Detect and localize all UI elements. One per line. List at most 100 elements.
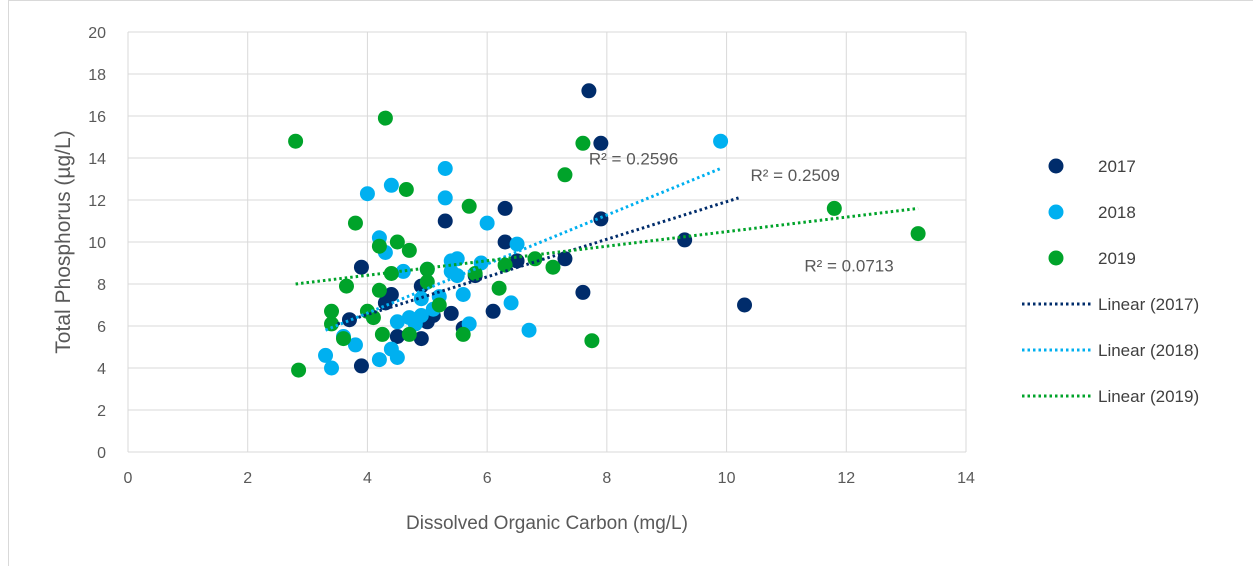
y-tick-label: 4 (97, 361, 106, 378)
data-point-2018 (383, 177, 399, 193)
x-tick-label: 12 (837, 470, 855, 487)
data-point-2017 (575, 284, 591, 300)
data-point-2017 (497, 200, 513, 216)
data-point-2018 (437, 190, 453, 206)
data-point-2019 (324, 303, 340, 319)
data-point-2019 (338, 278, 354, 294)
data-point-2017 (557, 251, 573, 267)
legend-marker (1048, 204, 1064, 220)
data-point-2019 (377, 110, 393, 126)
data-point-2017 (353, 259, 369, 275)
data-point-2019 (431, 297, 447, 313)
data-point-2019 (335, 331, 351, 347)
data-point-2019 (527, 251, 543, 267)
data-point-2018 (324, 360, 340, 376)
data-point-2018 (479, 215, 495, 231)
y-tick-label: 16 (88, 109, 106, 126)
legend-label: 2017 (1098, 157, 1136, 176)
data-point-2019 (461, 198, 477, 214)
r-squared-label: R² = 0.0713 (804, 256, 893, 275)
data-point-2018 (449, 251, 465, 267)
data-point-2019 (389, 234, 405, 250)
data-point-2019 (545, 259, 561, 275)
r-squared-label: R² = 0.2509 (751, 166, 840, 185)
x-tick-label: 10 (718, 470, 736, 487)
y-tick-label: 6 (97, 319, 106, 336)
x-tick-label: 14 (957, 470, 975, 487)
data-point-2019 (467, 266, 483, 281)
data-point-2019 (291, 362, 307, 378)
data-point-2017 (593, 135, 609, 151)
data-point-2018 (455, 287, 471, 302)
data-point-2018 (437, 161, 453, 176)
y-tick-label: 18 (88, 67, 106, 84)
r-squared-label: R² = 0.2596 (589, 149, 678, 168)
data-point-2019 (419, 274, 435, 290)
x-tick-label: 4 (363, 470, 372, 487)
legend-marker (1048, 158, 1064, 174)
data-point-2018 (359, 186, 375, 202)
data-point-2018 (449, 268, 465, 284)
data-point-2018 (395, 263, 411, 279)
data-point-2019 (557, 167, 573, 183)
data-point-2018 (318, 347, 334, 363)
data-point-2019 (491, 280, 507, 296)
data-point-2018 (413, 291, 429, 307)
legend-label: Linear (2018) (1098, 341, 1199, 360)
y-tick-label: 14 (88, 151, 106, 168)
data-point-2019 (401, 242, 417, 258)
data-point-2019 (383, 266, 399, 281)
y-tick-label: 10 (88, 235, 106, 252)
y-tick-label: 12 (88, 193, 106, 210)
data-point-2018 (413, 308, 429, 323)
trendline-1 (337, 196, 739, 326)
data-point-2017 (485, 303, 501, 319)
data-point-2019 (398, 182, 414, 197)
data-point-2017 (581, 83, 597, 99)
x-tick-label: 8 (602, 470, 611, 487)
legend-label: 2018 (1098, 203, 1136, 222)
data-point-2017 (437, 213, 453, 229)
data-point-2019 (910, 226, 926, 242)
data-point-2018 (389, 350, 405, 365)
data-point-2018 (389, 314, 405, 330)
data-point-2018 (509, 236, 525, 252)
legend-label: 2019 (1098, 249, 1136, 268)
legend-label: Linear (2019) (1098, 387, 1199, 406)
data-point-2017 (593, 211, 609, 227)
y-tick-label: 20 (88, 25, 106, 42)
data-point-2017 (737, 297, 753, 313)
data-point-2019 (497, 257, 513, 273)
y-tick-label: 0 (97, 445, 106, 462)
data-point-2018 (347, 337, 363, 353)
data-point-2019 (575, 135, 591, 151)
data-point-2017 (413, 331, 429, 347)
data-point-2017 (497, 234, 513, 250)
data-point-2017 (353, 358, 369, 374)
data-point-2018 (371, 352, 387, 368)
y-axis-title: Total Phosphorus (µg/L) (52, 130, 75, 353)
data-point-2018 (713, 133, 729, 149)
legend-marker (1048, 250, 1064, 266)
data-point-2018 (521, 322, 537, 338)
chart-area (8, 0, 1253, 566)
data-point-2017 (389, 329, 405, 344)
x-tick-label: 2 (243, 470, 252, 487)
trendline-3 (295, 206, 919, 286)
data-point-2019 (371, 238, 387, 254)
data-point-2019 (288, 133, 304, 149)
data-point-2017 (443, 305, 459, 321)
data-point-2019 (324, 316, 340, 332)
data-point-2019 (347, 215, 363, 231)
legend-label: Linear (2017) (1098, 295, 1199, 314)
x-tick-label: 0 (124, 470, 133, 487)
data-point-2018 (503, 295, 519, 311)
data-point-2017 (383, 287, 399, 302)
data-point-2017 (677, 232, 693, 248)
data-point-2019 (584, 333, 600, 349)
x-tick-label: 6 (483, 470, 492, 487)
data-point-2019 (401, 326, 417, 342)
data-point-2019 (374, 326, 390, 342)
data-point-2019 (371, 282, 387, 298)
